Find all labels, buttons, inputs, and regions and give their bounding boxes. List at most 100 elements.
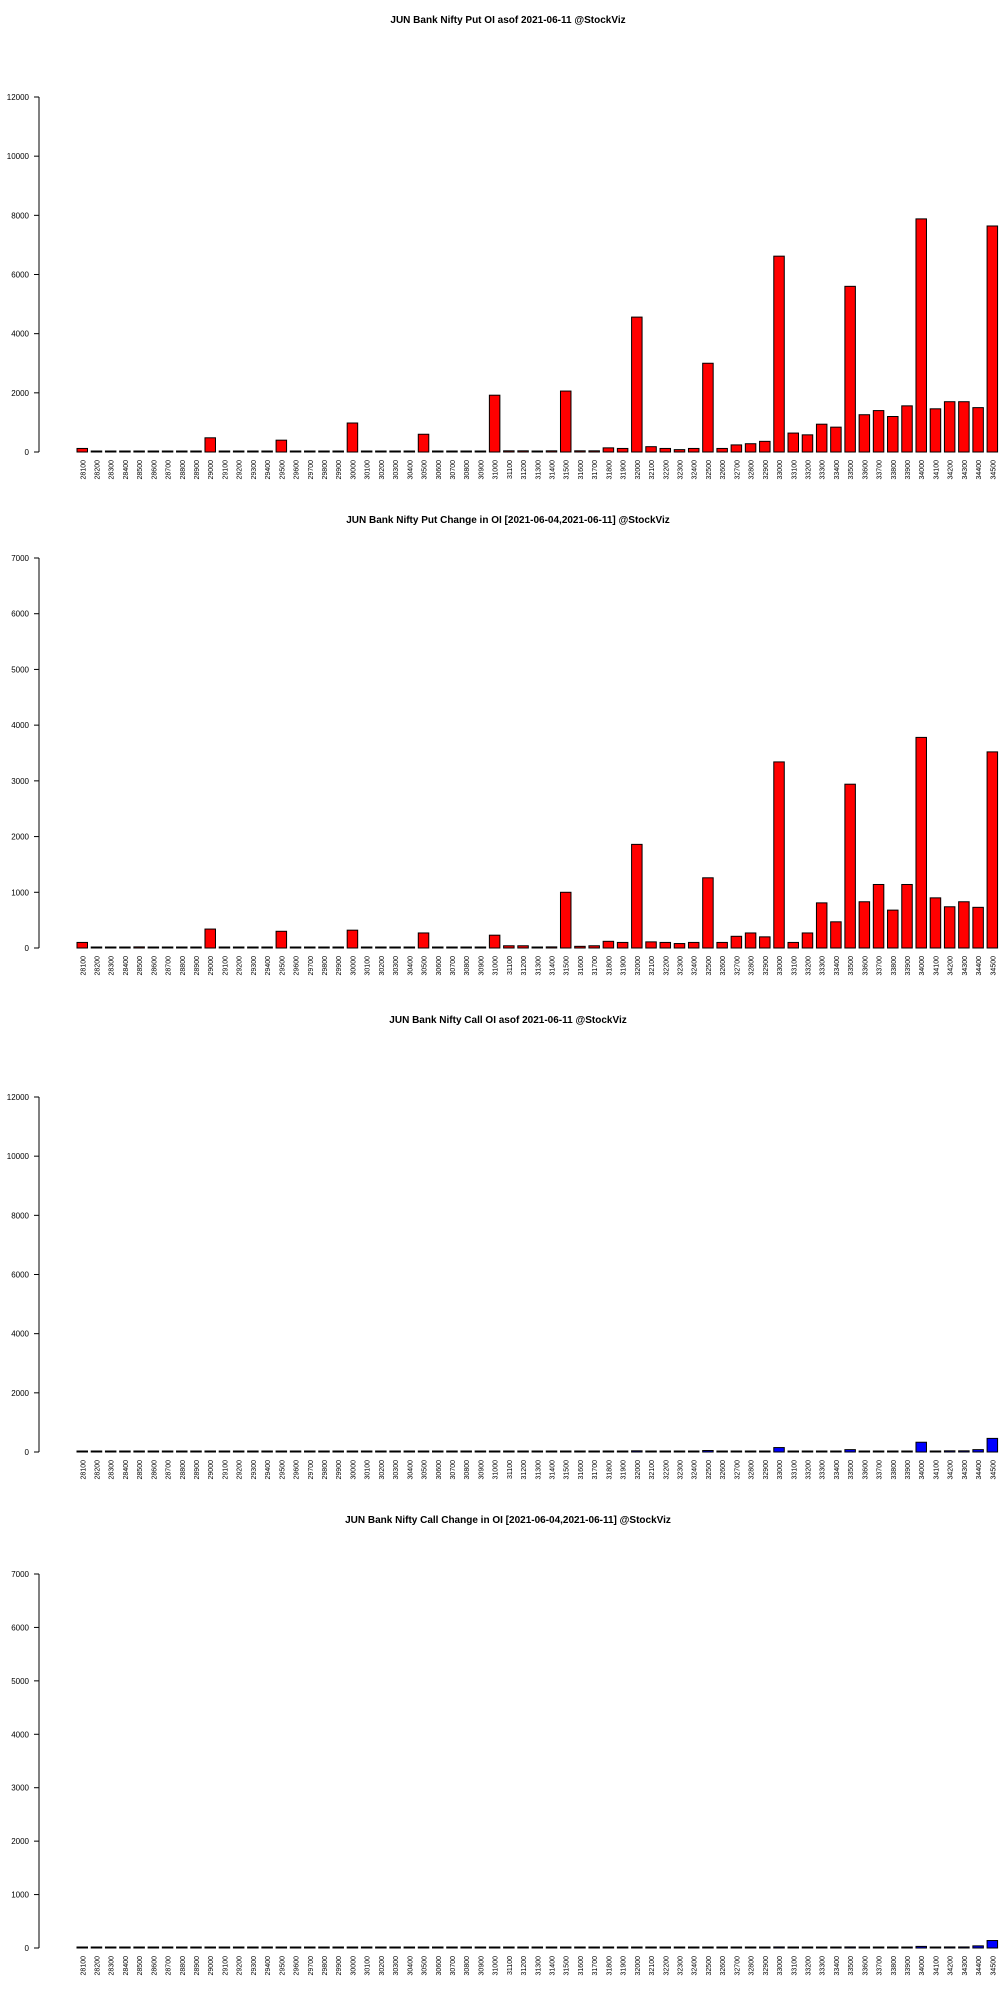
x-tick-label: 30400: [407, 1460, 414, 1480]
x-tick-label: 32400: [692, 460, 699, 480]
bar: [673, 943, 686, 949]
x-tick-label: 28900: [194, 1956, 201, 1976]
chart-title: JUN Bank Nifty Call OI asof 2021-06-11 @…: [389, 1015, 626, 1026]
x-tick-label: 33600: [862, 956, 869, 976]
bar: [218, 1946, 231, 1949]
x-tick-label: 28900: [194, 1460, 201, 1480]
x-tick-label: 33100: [791, 956, 798, 976]
x-tick-label: 29700: [308, 460, 315, 480]
x-tick-label: 28700: [166, 956, 173, 976]
x-tick-label: 28600: [151, 1460, 158, 1480]
x-tick-label: 32100: [649, 1956, 656, 1976]
bar: [247, 450, 259, 453]
bar: [901, 1450, 913, 1453]
bar: [872, 410, 885, 453]
bar: [204, 1450, 216, 1453]
bar: [488, 1450, 501, 1453]
x-tick-label: 30900: [478, 460, 485, 480]
bar: [872, 883, 885, 949]
bar: [232, 946, 245, 949]
bar: [218, 450, 231, 453]
bar: [417, 433, 430, 453]
bar: [844, 1449, 856, 1453]
bar: [417, 1946, 430, 1949]
x-tick-label: 31100: [507, 1956, 514, 1975]
x-tick-label: 29400: [265, 956, 272, 976]
x-tick-label: 34500: [990, 460, 997, 480]
bar: [830, 1946, 842, 1949]
bar: [531, 1946, 544, 1949]
bar: [915, 218, 927, 453]
x-tick-label: 33600: [862, 1956, 869, 1976]
x-tick-label: 32500: [706, 1956, 713, 1976]
y-tick-label: 0: [25, 1448, 30, 1457]
bar: [275, 930, 288, 949]
bar: [559, 1946, 572, 1949]
chart-title: JUN Bank Nifty Call Change in OI [2021-0…: [345, 1515, 671, 1526]
bar: [659, 941, 672, 949]
x-tick-label: 29700: [308, 956, 315, 976]
x-tick-label: 34500: [990, 956, 997, 976]
x-tick-label: 30100: [365, 460, 372, 480]
bar: [901, 1946, 913, 1949]
bar: [559, 891, 572, 949]
y-tick-label: 2000: [11, 1837, 29, 1846]
bar: [375, 450, 387, 453]
bar: [403, 1450, 416, 1453]
bar: [104, 946, 117, 949]
bar: [133, 1946, 145, 1949]
x-tick-label: 31200: [521, 956, 528, 976]
bar: [161, 1450, 174, 1453]
x-tick-label: 28400: [123, 956, 130, 976]
bar: [389, 450, 401, 453]
bar: [958, 1450, 970, 1453]
x-tick-label: 33800: [891, 460, 898, 480]
x-tick-label: 31500: [564, 1460, 571, 1480]
x-tick-label: 29700: [308, 1956, 315, 1976]
x-tick-label: 29600: [294, 1460, 301, 1480]
bar: [588, 450, 600, 453]
x-tick-label: 30700: [450, 460, 457, 480]
bar: [929, 897, 942, 949]
x-tick-label: 32700: [734, 460, 741, 480]
bar: [545, 1946, 558, 1949]
y-tick-label: 10000: [7, 152, 30, 161]
bar: [119, 946, 131, 949]
x-tick-label: 31000: [493, 460, 500, 480]
bar: [844, 1946, 856, 1949]
bar: [887, 909, 899, 949]
x-tick-label: 31100: [507, 460, 514, 479]
bar: [488, 1946, 501, 1949]
x-tick-label: 30400: [407, 460, 414, 480]
x-tick-label: 29400: [265, 1460, 272, 1480]
x-tick-label: 30600: [436, 1956, 443, 1976]
bar: [247, 1946, 259, 1949]
x-tick-label: 29400: [265, 1956, 272, 1976]
x-tick-label: 33700: [877, 1956, 884, 1976]
bar: [958, 1946, 970, 1949]
x-tick-label: 30600: [436, 1460, 443, 1480]
bar: [631, 1946, 643, 1949]
x-tick-label: 31000: [493, 1956, 500, 1976]
x-tick-label: 33800: [891, 1460, 898, 1480]
bar: [218, 1450, 231, 1453]
x-tick-label: 30800: [464, 956, 471, 976]
bar: [304, 450, 316, 453]
y-tick-label: 0: [25, 1944, 30, 1953]
x-tick-label: 34000: [919, 956, 926, 976]
x-tick-label: 32100: [649, 1460, 656, 1480]
bar: [190, 1946, 202, 1949]
x-tick-label: 33100: [791, 460, 798, 480]
bar: [304, 1450, 316, 1453]
x-tick-label: 33300: [820, 460, 827, 480]
x-tick-label: 34100: [933, 1956, 940, 1976]
x-tick-label: 31800: [606, 1956, 613, 1976]
x-tick-label: 30000: [350, 1956, 357, 1976]
x-tick-label: 28300: [109, 1956, 116, 1976]
bar: [943, 1946, 956, 1949]
x-tick-label: 34300: [962, 956, 969, 976]
x-tick-label: 28600: [151, 1956, 158, 1976]
x-tick-label: 31400: [550, 1956, 557, 1976]
